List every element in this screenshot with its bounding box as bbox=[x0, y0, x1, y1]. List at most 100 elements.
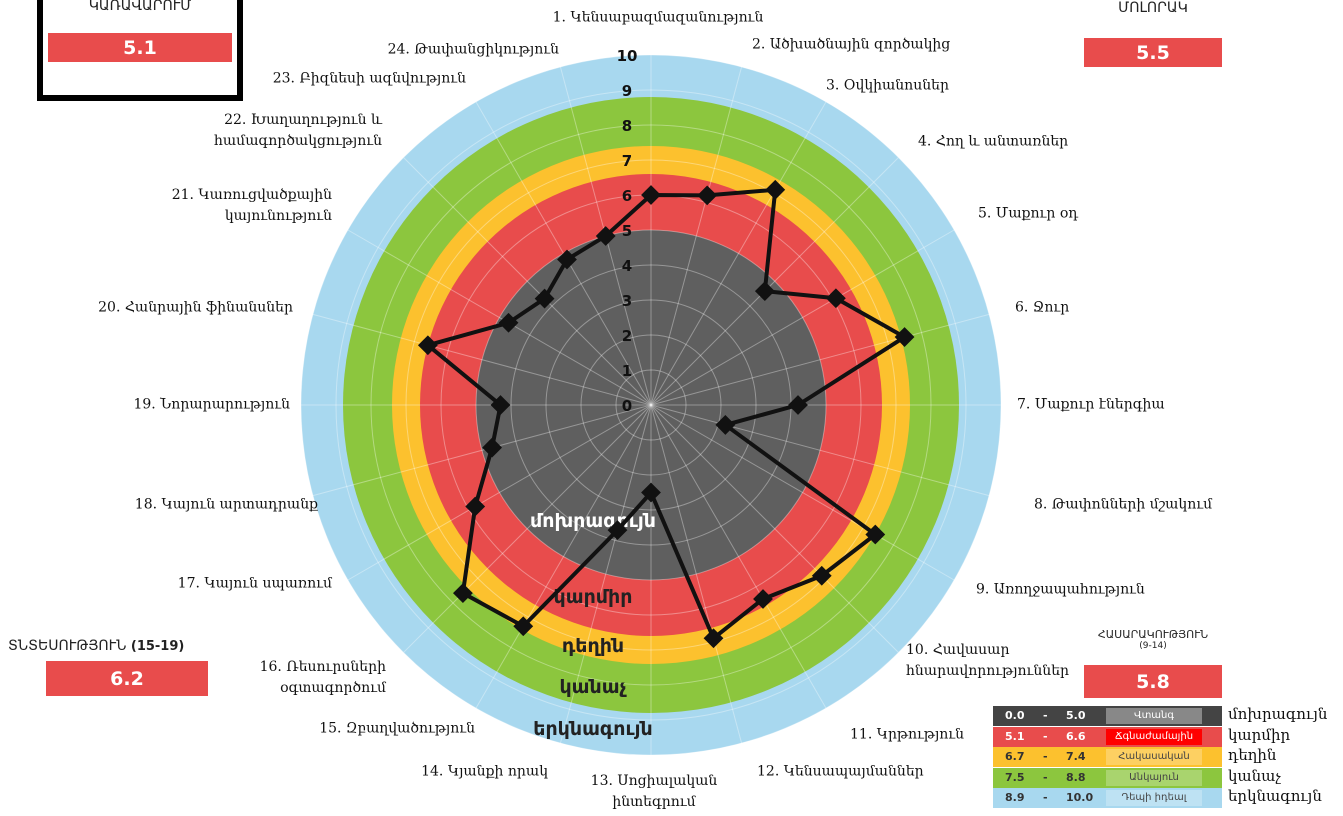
legend-row: 8.9 - 10.0 Դեպի իդեալ bbox=[993, 788, 1222, 808]
grid-ring bbox=[615, 369, 687, 441]
axis-label: 1. Կենսաբազմազանություն bbox=[552, 9, 764, 26]
tick-label: 9 bbox=[622, 82, 632, 100]
legend-row: 6.7 - 7.4 Հակասական bbox=[993, 747, 1222, 767]
spoke bbox=[559, 404, 652, 744]
legend-to: 10.0 bbox=[1066, 791, 1094, 804]
marker bbox=[825, 288, 846, 309]
spoke bbox=[475, 404, 652, 709]
spoke bbox=[650, 404, 827, 709]
spoke bbox=[650, 101, 827, 406]
spoke bbox=[650, 404, 743, 744]
band-label: դեղին bbox=[562, 635, 624, 657]
marker bbox=[753, 589, 773, 609]
legend-row: 7.5 - 8.8 Անկայուն bbox=[993, 767, 1222, 788]
legend-dash: - bbox=[1043, 709, 1048, 722]
axis-label: 24. Թափանցիկություն bbox=[387, 41, 559, 58]
spoke bbox=[650, 404, 990, 497]
spoke bbox=[650, 404, 955, 581]
panel-caption: ՏՆՏԵՍՈՒԹՅՈՒՆ (15-19) bbox=[8, 638, 248, 654]
grid-ring bbox=[300, 54, 1002, 756]
legend-from: 7.5 bbox=[1005, 770, 1025, 784]
spoke bbox=[312, 404, 652, 497]
marker bbox=[490, 395, 511, 415]
panel-range: (9-14) bbox=[1139, 641, 1167, 651]
panel-frame bbox=[37, 0, 243, 101]
marker bbox=[417, 335, 438, 356]
axis-label: 22. Խաղաղություն և համագործակցություն bbox=[214, 112, 382, 149]
grid-ring bbox=[475, 229, 827, 581]
spoke bbox=[650, 313, 990, 406]
legend-to: 6.6 bbox=[1066, 729, 1086, 743]
tick-label: 3 bbox=[622, 292, 632, 310]
panel-title: ՀԱՍԱՐԱԿՈՒԹՅՈՒՆ bbox=[1097, 628, 1209, 641]
axis-label: 18. Կայուն արտադրանք bbox=[134, 496, 318, 513]
legend-color-name: մոխրագույն bbox=[1228, 705, 1328, 723]
tick-label: 6 bbox=[622, 187, 632, 205]
axis-label: 23. Բիզնեսի ազնվություն bbox=[272, 70, 466, 87]
legend-dash: - bbox=[1043, 770, 1048, 784]
axis-label: 9. Առողջապահություն bbox=[976, 581, 1145, 598]
legend-status: Դեպի իդեալ bbox=[1106, 790, 1202, 806]
legend-dash: - bbox=[1043, 729, 1048, 743]
legend-color-name: կանաչ bbox=[1228, 766, 1281, 785]
grid-ring bbox=[545, 299, 757, 511]
legend-to: 8.8 bbox=[1066, 770, 1086, 784]
spoke bbox=[347, 229, 652, 406]
legend-status: Հակասական bbox=[1106, 749, 1202, 765]
legend-status: Ճգնաժամային bbox=[1106, 728, 1202, 745]
marker bbox=[865, 524, 886, 545]
legend-dash: - bbox=[1043, 750, 1048, 763]
marker bbox=[465, 496, 486, 517]
tick-label: 8 bbox=[622, 117, 632, 135]
grid-ring bbox=[405, 159, 897, 651]
spoke bbox=[650, 229, 955, 406]
axis-label: 11. Կրթություն bbox=[850, 726, 965, 743]
axis-label: 17. Կայուն սպառում bbox=[177, 575, 332, 592]
marker bbox=[715, 415, 736, 435]
band-label: կանաչ bbox=[559, 676, 627, 698]
marker bbox=[557, 249, 577, 270]
panel-score: 6.2 bbox=[46, 661, 208, 696]
marker bbox=[641, 482, 661, 503]
axis-label: 2. Ածխածնային զործակից bbox=[752, 36, 951, 53]
axis-label: 12. Կենսապայմաններ bbox=[757, 763, 924, 780]
marker bbox=[498, 312, 519, 333]
tick-label: 10 bbox=[617, 47, 638, 65]
legend-to: 5.0 bbox=[1066, 709, 1086, 722]
marker bbox=[754, 281, 775, 302]
panel-caption: ՀԱՍԱՐԱԿՈՒԹՅՈՒՆ (9-14) bbox=[1074, 628, 1232, 651]
axis-label: 6. Ջուր bbox=[1015, 299, 1070, 316]
spoke bbox=[650, 66, 743, 406]
panel-title: ՏՆՏԵՍՈՒԹՅՈՒՆ bbox=[8, 638, 127, 654]
axis-label: 3. Օվկիանոսներ bbox=[826, 77, 949, 94]
axis-label: 10. Հավասար հնարավորություններ bbox=[906, 642, 1070, 679]
marker bbox=[811, 565, 832, 586]
spoke bbox=[650, 404, 899, 653]
marker bbox=[482, 437, 503, 458]
tick-label: 4 bbox=[622, 257, 632, 275]
spoke bbox=[403, 404, 652, 653]
panel-score: 5.1 bbox=[48, 33, 232, 62]
spoke bbox=[347, 404, 652, 581]
band-label: երկնագույն bbox=[533, 718, 652, 740]
grid-ring bbox=[370, 124, 932, 686]
marker bbox=[703, 628, 724, 649]
legend-from: 8.9 bbox=[1005, 791, 1025, 804]
axis-label: 20. Հանրային ֆինանսներ bbox=[98, 299, 293, 316]
grid-ring bbox=[580, 334, 722, 476]
legend-dash: - bbox=[1043, 791, 1048, 804]
axis-label: 21. Կառուցվածքային կայունություն bbox=[171, 187, 332, 224]
legend-row: 5.1 - 6.6 Ճգնաժամային bbox=[993, 726, 1222, 747]
axis-label: 14. Կյանքի որակ bbox=[421, 763, 548, 780]
legend-status: Վտանգ bbox=[1106, 708, 1202, 724]
panel-score: 5.5 bbox=[1084, 38, 1222, 67]
marker bbox=[513, 616, 534, 637]
axis-label: 19. Նորարարություն bbox=[133, 396, 290, 413]
axis-label: 7. Մաքուր էներգիա bbox=[1017, 396, 1165, 413]
axis-label: 4. Հող և անտառներ bbox=[918, 133, 1069, 150]
axis-label: 15. Զբաղվածություն bbox=[319, 720, 475, 737]
panel-title: ՄՈԼՈՐԱԿ bbox=[1118, 0, 1188, 16]
tick-label: 2 bbox=[622, 327, 632, 345]
